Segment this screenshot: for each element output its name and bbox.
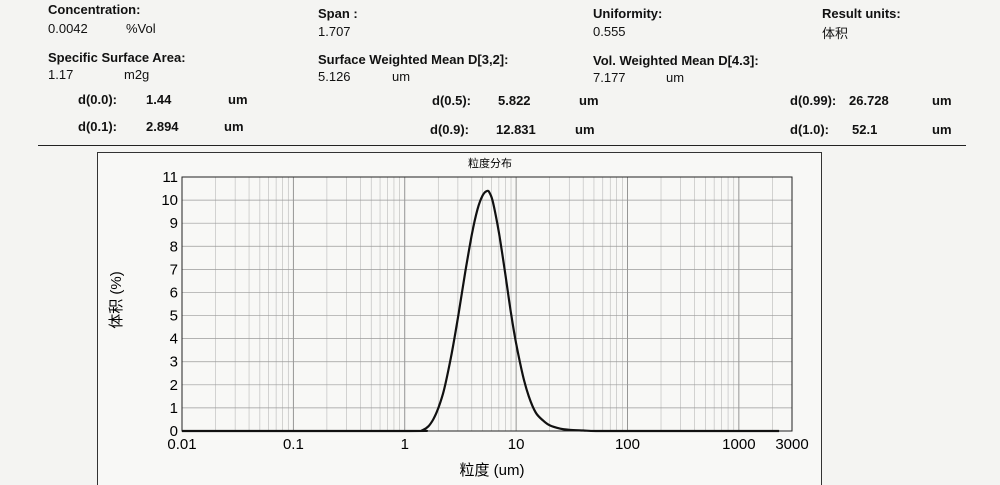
y-tick-label: 4 [170,331,178,348]
d10-value: 52.1 [852,122,878,137]
y-tick-label: 10 [161,192,178,209]
d10-label: d(1.0): [790,122,829,137]
x-tick-label: 3000 [775,436,808,453]
y-tick-label: 6 [170,284,178,301]
uniformity-label: Uniformity: [593,6,663,21]
d099-value: 26.728 [849,93,889,108]
x-tick-label: 1000 [722,436,755,453]
y-tick-label: 7 [170,261,178,278]
header-divider [38,145,966,146]
plot-area [181,176,793,432]
concentration-value: 0.0042 [48,21,88,36]
x-tick-label: 0.01 [167,436,196,453]
d43-unit: um [666,70,685,85]
y-tick-labels: 0 1 2 3 4 5 6 7 8 9 10 11 [161,169,178,440]
d00-unit: um [228,92,248,107]
grid-lines [181,176,793,432]
y-tick-label: 0 [170,423,178,440]
y-tick-label: 8 [170,238,178,255]
d09-value: 12.831 [496,122,536,137]
d00-label: d(0.0): [78,92,117,107]
y-axis-label: 体积 (%) [108,271,125,329]
result-units-value: 体积 [822,26,849,41]
chart-frame [97,152,822,485]
d32-label: Surface Weighted Mean D[3,2]: [318,52,509,67]
ssa-label: Specific Surface Area: [48,50,186,65]
x-axis-label: 粒度 (um) [460,462,525,479]
span-label: Span : [318,6,358,21]
y-tick-label: 5 [170,308,178,325]
y-tick-label: 1 [170,400,178,417]
d43-value: 7.177 [593,70,626,85]
distribution-curve [182,189,780,433]
d05-unit: um [579,93,599,108]
d32-value: 5.126 [318,69,351,84]
y-tick-label: 3 [170,354,178,371]
y-tick-label: 9 [170,215,178,232]
d099-unit: um [932,93,952,108]
d01-value: 2.894 [146,119,179,134]
ssa-unit: m2g [124,67,150,82]
uniformity-value: 0.555 [593,24,626,39]
d01-unit: um [224,119,244,134]
d09-label: d(0.9): [430,122,469,137]
y-tick-label: 2 [170,377,178,394]
y-tick-label: 11 [162,169,178,186]
span-value: 1.707 [318,24,351,39]
d32-unit: um [392,69,411,84]
chart-title: 粒度分布 [468,156,512,170]
d43-label: Vol. Weighted Mean D[4.3]: [593,53,759,68]
x-tick-label: 1 [401,436,409,453]
x-tick-label: 0.1 [283,436,304,453]
x-tick-label: 10 [508,436,525,453]
d05-label: d(0.5): [432,93,471,108]
d00-value: 1.44 [146,92,172,107]
concentration-unit: %Vol [126,21,156,36]
d01-label: d(0.1): [78,119,117,134]
d10-unit: um [932,122,952,137]
d09-unit: um [575,122,595,137]
x-tick-labels: 0.01 0.1 1 10 100 1000 3000 [167,436,808,453]
result-units-label: Result units: [822,6,901,21]
x-tick-label: 100 [615,436,640,453]
d099-label: d(0.99): [790,93,837,108]
d05-value: 5.822 [498,93,531,108]
concentration-label: Concentration: [48,2,141,17]
ssa-value: 1.17 [48,67,74,82]
